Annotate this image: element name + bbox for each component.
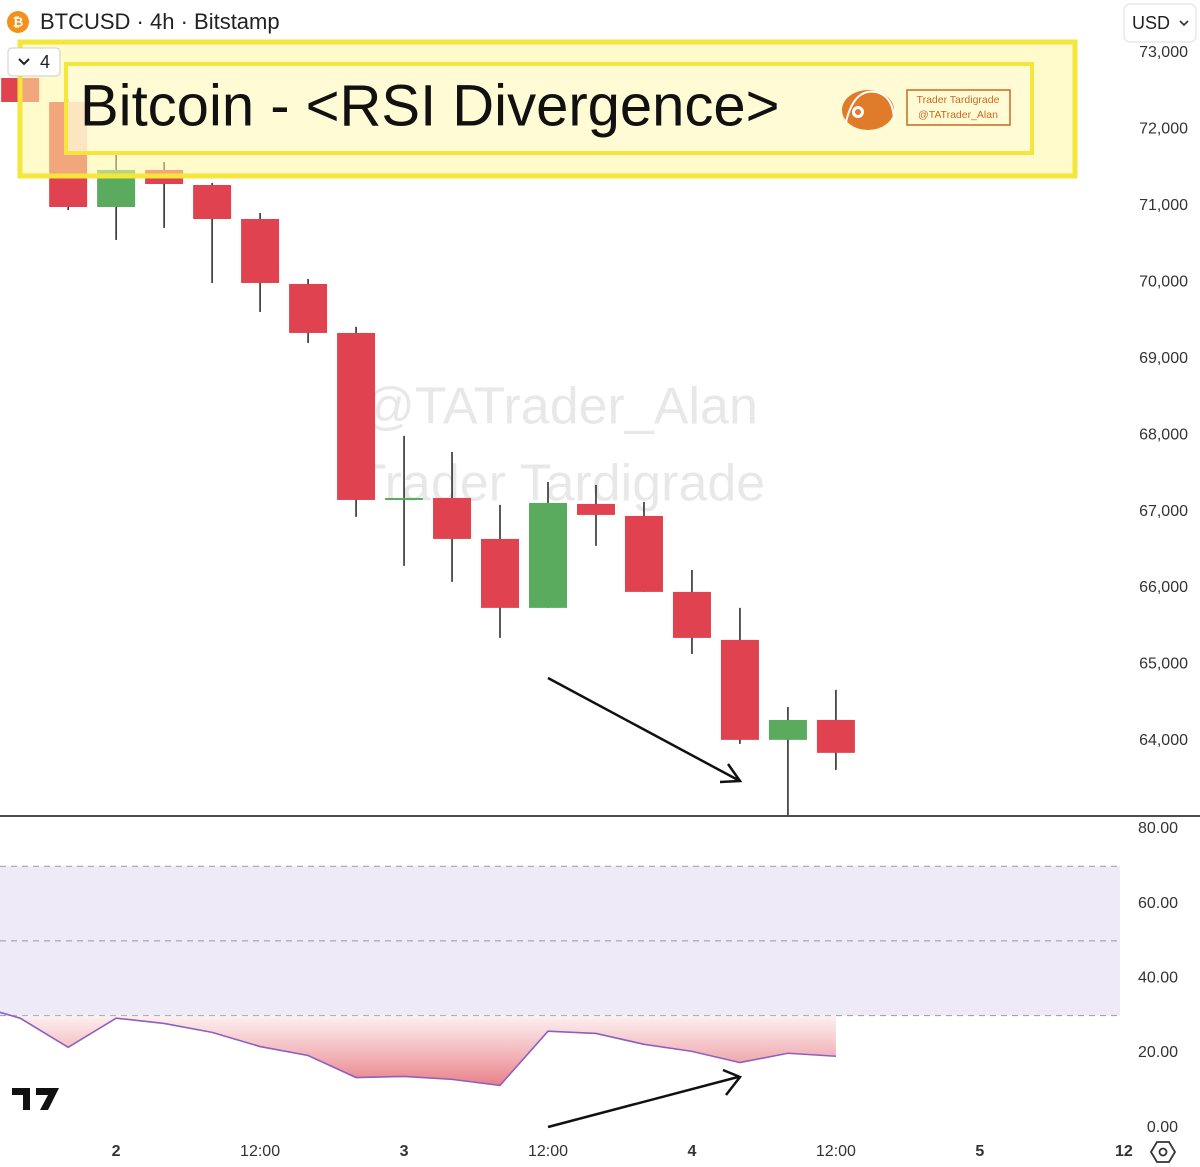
candle-body [576,503,615,515]
chart-title: Bitcoin - <RSI Divergence> [80,73,780,138]
candle-body [816,719,855,753]
y-tick-label: 60.00 [1138,895,1178,912]
x-tick-label: 5 [975,1143,984,1160]
candle-body [433,497,472,539]
rsi-band [0,866,1120,1016]
settings-button[interactable] [1149,1141,1177,1163]
x-tick-label: 12:00 [240,1143,280,1160]
y-tick-label: 68,000 [1139,426,1188,443]
candle-body [720,639,759,740]
y-tick-label: 71,000 [1139,197,1188,214]
y-tick-label: 66,000 [1139,579,1188,596]
x-tick-label: 12:00 [816,1143,856,1160]
currency-caret [1179,20,1189,27]
candle-body [289,283,328,333]
arrows [547,676,743,1129]
y-tick-label: 69,000 [1139,350,1188,367]
symbol: BTCUSD · 4h · Bitstamp [40,9,280,34]
candle-body [768,719,807,740]
candle-body [241,218,280,283]
y-tick-label: 40.00 [1138,969,1178,986]
x-tick-label: 12 [1115,1143,1133,1160]
collapse-caret [18,58,30,66]
y-tick-label: 20.00 [1138,1044,1178,1061]
candle-body [385,497,424,500]
watermark: @TATrader_Alan [362,378,758,436]
y-tick-label: 67,000 [1139,503,1188,520]
y-tick-label: 0.00 [1147,1119,1178,1136]
x-tick-label: 3 [400,1143,409,1160]
bitcoin-icon [7,11,29,33]
currency[interactable]: USD [1132,13,1170,33]
y-tick-label: 64,000 [1139,732,1188,749]
candle-body [193,184,232,219]
x-tick-label: 4 [688,1143,697,1160]
badge-box [906,89,1011,126]
y-tick-label: 80.00 [1138,820,1178,837]
interval-badge: 4 [40,52,50,72]
logo [842,90,895,130]
candle-body [337,332,376,500]
bitcoin-icon-glyph: ₿ [13,14,24,29]
y-tick-label: 70,000 [1139,274,1188,291]
x-tick-label: 2 [112,1143,121,1160]
settings-center [1158,1147,1168,1157]
x-tick-label: 12:00 [528,1143,568,1160]
candle-body [672,591,711,638]
y-tick-label: 65,000 [1139,656,1188,673]
candle-body [481,538,520,608]
tv-logo [12,1088,59,1110]
rsi-arrow [547,1068,742,1129]
currency-button[interactable] [1123,3,1197,43]
candle-body [624,515,663,592]
badge-line: @TATrader_Alan [918,109,998,121]
y-tick-label: 72,000 [1139,121,1188,138]
candle-body [529,502,568,608]
badge-line: Trader Tardigrade [917,94,1000,106]
rsi-oversold-fill [11,1015,836,1086]
rsi-line [0,1011,836,1087]
y-tick-label: 73,000 [1139,44,1188,61]
collapse-button[interactable] [7,47,61,77]
price-arrow [547,676,743,784]
